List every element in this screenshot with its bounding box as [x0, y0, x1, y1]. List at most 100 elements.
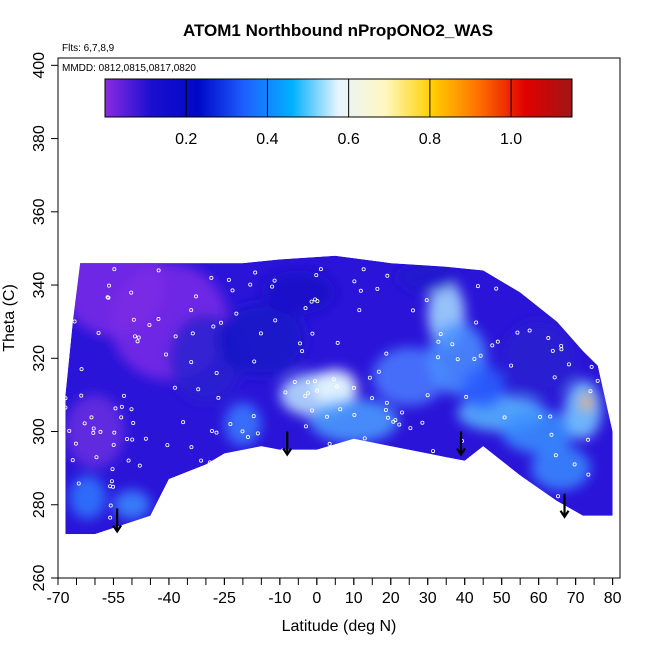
- sample-point: [303, 306, 308, 311]
- sample-point: [431, 480, 436, 485]
- sample-point: [112, 430, 117, 435]
- colorbar-tick-label: 0.2: [175, 131, 197, 148]
- sample-point: [328, 456, 333, 461]
- heatmap-cell: [461, 365, 506, 410]
- descent-arrow-head: [559, 510, 570, 519]
- sample-point: [143, 436, 148, 441]
- sample-point: [367, 375, 372, 380]
- sample-point: [533, 272, 538, 277]
- sample-point: [303, 393, 308, 398]
- sample-point: [361, 267, 366, 272]
- sample-point: [82, 421, 87, 426]
- sample-point: [303, 424, 308, 429]
- sample-point: [408, 426, 413, 431]
- sample-point: [65, 396, 68, 401]
- sample-point: [109, 479, 114, 484]
- sample-point: [189, 445, 194, 450]
- sample-point: [234, 311, 239, 316]
- x-tick-label: 50: [493, 590, 511, 607]
- sample-point: [189, 360, 194, 365]
- sample-point: [358, 288, 363, 293]
- sample-point: [333, 507, 338, 512]
- sample-point: [273, 318, 278, 323]
- sample-point: [424, 298, 429, 303]
- sample-point: [420, 420, 425, 425]
- sample-point: [165, 443, 170, 448]
- sample-point: [469, 487, 474, 492]
- sample-point: [193, 294, 198, 299]
- sample-point: [240, 429, 245, 434]
- sample-point: [298, 341, 303, 346]
- sample-point: [153, 520, 158, 525]
- sample-point: [586, 472, 591, 477]
- sample-point: [209, 275, 214, 280]
- x-tick-label: 10: [345, 590, 363, 607]
- sample-point: [385, 273, 390, 278]
- sample-point: [362, 436, 367, 441]
- sample-point: [196, 387, 201, 392]
- chart-title: ATOM1 Northbound nPropONO2_WAS: [183, 21, 493, 40]
- y-tick-label: 260: [31, 565, 48, 592]
- sample-point: [595, 378, 600, 383]
- sample-point: [284, 463, 289, 468]
- colorbar-tick-label: 0.8: [419, 131, 441, 148]
- sample-point: [474, 320, 479, 325]
- sample-point: [190, 331, 195, 336]
- sample-point: [172, 385, 177, 390]
- heatmap-cell: [531, 446, 591, 491]
- sample-point: [352, 413, 357, 418]
- sample-point: [482, 499, 487, 504]
- sample-point: [389, 484, 394, 489]
- sample-point: [91, 426, 96, 431]
- sample-point: [313, 379, 318, 384]
- sample-point: [490, 455, 495, 460]
- sample-point: [125, 436, 130, 441]
- heatmap-cell: [261, 270, 336, 315]
- sample-point: [189, 308, 194, 313]
- sample-point: [244, 514, 249, 519]
- sample-point: [327, 441, 332, 446]
- sample-point: [112, 267, 117, 272]
- sample-point: [410, 308, 415, 313]
- sample-point: [338, 407, 343, 412]
- heatmap-layer: [65, 255, 613, 535]
- sample-point: [546, 336, 551, 341]
- sample-point: [68, 327, 73, 332]
- y-tick-label: 340: [31, 272, 48, 299]
- heatmap-cell: [309, 398, 399, 443]
- sample-point: [70, 458, 75, 463]
- sample-point: [335, 384, 340, 389]
- sample-point: [310, 331, 315, 336]
- heatmap-cell: [501, 409, 576, 454]
- sample-point: [529, 513, 534, 518]
- sample-point: [173, 334, 178, 339]
- sample-point: [552, 375, 557, 380]
- sample-point: [226, 277, 231, 282]
- sample-point: [366, 514, 371, 519]
- sample-point: [351, 385, 356, 390]
- sample-point: [253, 270, 258, 275]
- sample-point: [548, 414, 553, 419]
- sample-point: [96, 330, 101, 335]
- x-tick-label: 70: [567, 590, 585, 607]
- sample-point: [502, 415, 507, 420]
- sample-point: [270, 284, 275, 289]
- sample-point: [154, 520, 159, 525]
- sample-point: [464, 394, 469, 399]
- sample-point: [292, 380, 297, 385]
- heatmap-cell: [313, 369, 358, 406]
- sample-point: [478, 353, 483, 358]
- sample-point: [586, 437, 591, 442]
- sample-point: [216, 395, 221, 400]
- sample-point: [423, 481, 428, 486]
- sample-point: [391, 419, 396, 424]
- sample-point: [553, 453, 558, 458]
- sample-point: [577, 272, 582, 277]
- sample-point: [245, 435, 250, 440]
- x-tick-label: 20: [382, 590, 400, 607]
- sample-point: [156, 268, 161, 273]
- sample-point: [131, 317, 136, 322]
- sample-point: [131, 421, 136, 426]
- sample-point: [230, 288, 235, 293]
- dates-note: MMDD: 0812,0815,0817,0820: [62, 63, 196, 74]
